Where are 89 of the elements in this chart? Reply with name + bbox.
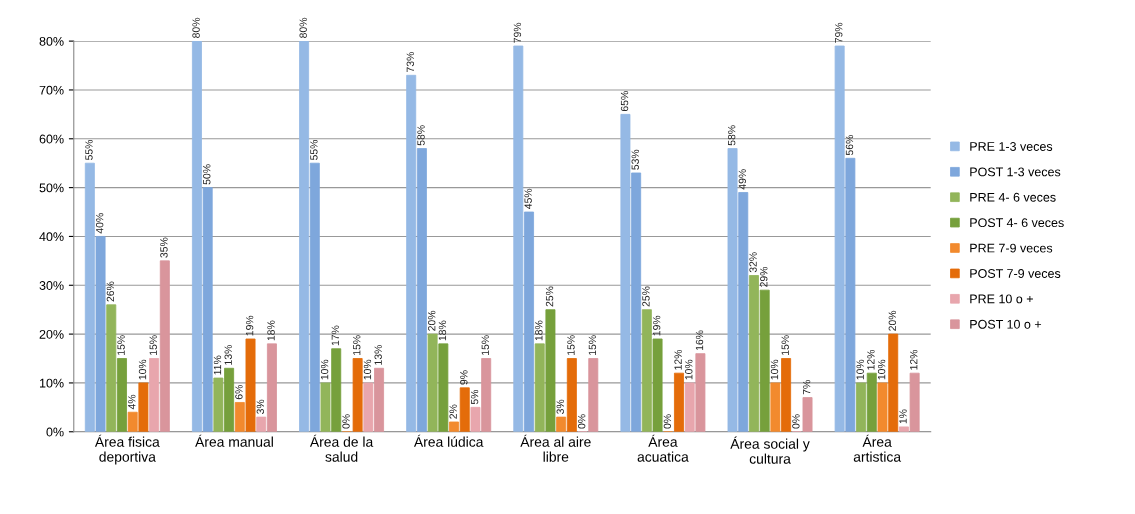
data-label: 15%	[353, 335, 361, 355]
data-label: 32%	[749, 252, 757, 273]
x-tick-label: Área fisica deportiva	[94, 434, 160, 465]
x-tick-label: Área manual	[195, 434, 273, 447]
y-tick-label: 30%	[39, 281, 64, 290]
x-tick-label: Área acuatica	[637, 434, 689, 462]
data-label: 73%	[406, 52, 414, 72]
data-label: 35%	[160, 237, 168, 258]
data-label: 10%	[320, 359, 329, 380]
x-tick-label: Área social y cultura	[730, 436, 810, 464]
data-label: 13%	[374, 345, 382, 365]
y-tick-label: 40%	[39, 232, 64, 242]
y-tick-label: 60%	[39, 134, 64, 144]
legend-label: PRE 10 o +	[970, 294, 1033, 304]
data-label: 9%	[460, 370, 468, 385]
data-label: 12%	[910, 349, 918, 370]
data-label: 10%	[856, 359, 864, 380]
data-label: 19%	[245, 315, 254, 336]
data-label: 5%	[470, 389, 479, 405]
y-tick-label: 50%	[39, 183, 64, 193]
data-label: 40%	[95, 213, 104, 234]
data-label: 20%	[888, 310, 897, 331]
data-label: 65%	[620, 91, 629, 112]
data-label: 3%	[256, 399, 265, 414]
data-label: 0%	[792, 414, 800, 429]
data-label: 4%	[128, 394, 136, 410]
data-label: 55%	[310, 139, 318, 160]
x-tick-label: Área lúdica	[413, 434, 484, 447]
data-label: 18%	[267, 320, 275, 341]
data-label: 18%	[438, 320, 447, 341]
data-label: 80%	[299, 17, 307, 38]
data-label: 15%	[588, 335, 597, 355]
data-label: 53%	[631, 149, 639, 170]
legend-label: POST 10 o +	[970, 319, 1042, 329]
data-label: 15%	[567, 335, 575, 355]
data-label: 10%	[877, 359, 886, 380]
data-label: 6%	[235, 385, 243, 400]
x-tick-label: Área al aire libre	[520, 434, 591, 462]
data-label: 15%	[149, 335, 157, 355]
data-label: 2%	[449, 404, 457, 419]
legend-label: POST 1-3 veces	[970, 167, 1061, 177]
data-label: 12%	[867, 349, 875, 370]
legend-label: POST 7-9 veces	[970, 269, 1061, 278]
data-label: 58%	[417, 125, 425, 146]
legend-label: PRE 1-3 veces	[970, 142, 1053, 151]
y-tick-label: 80%	[39, 36, 64, 46]
legend-label: POST 4- 6 veces	[970, 218, 1064, 228]
data-label: 12%	[674, 349, 682, 370]
data-label: 26%	[106, 281, 115, 302]
data-label: 79%	[835, 22, 843, 43]
data-label: 7%	[802, 380, 811, 395]
data-label: 19%	[652, 315, 661, 336]
x-tick-label: Área de la salud	[309, 434, 374, 462]
data-label: 13%	[224, 345, 232, 365]
data-label: 25%	[642, 286, 650, 307]
data-label: 10%	[770, 359, 779, 380]
data-label: 50%	[203, 164, 211, 185]
data-label: 80%	[192, 17, 200, 38]
data-label: 15%	[781, 335, 789, 355]
y-tick-label: 0%	[46, 427, 64, 437]
data-label: 0%	[342, 414, 350, 429]
data-label: 11%	[213, 355, 222, 375]
data-label: 16%	[695, 330, 704, 351]
y-tick-label: 20%	[39, 329, 64, 339]
data-label: 79%	[513, 22, 522, 43]
data-label: 56%	[845, 135, 854, 156]
data-label: 0%	[663, 414, 672, 429]
data-label: 10%	[363, 359, 372, 380]
data-label: 3%	[556, 399, 564, 414]
data-label: 15%	[117, 335, 125, 355]
legend-label: PRE 7-9 veces	[970, 243, 1053, 253]
data-label: 17%	[331, 325, 339, 346]
data-label: 25%	[545, 286, 554, 307]
data-label: 55%	[85, 139, 93, 160]
data-label: 10%	[138, 359, 147, 380]
data-label: 0%	[577, 414, 586, 429]
y-tick-label: 70%	[39, 85, 64, 95]
data-label: 18%	[535, 320, 543, 341]
data-label: 45%	[524, 188, 532, 210]
data-label: 29%	[760, 266, 768, 287]
y-tick-label: 10%	[39, 378, 64, 388]
legend-label: PRE 4- 6 veces	[970, 192, 1056, 202]
data-label: 58%	[727, 125, 736, 146]
data-label: 10%	[685, 359, 693, 380]
data-label: 1%	[899, 409, 907, 424]
data-label: 15%	[481, 335, 489, 355]
data-label: 49%	[738, 169, 747, 190]
data-label: 20%	[428, 310, 436, 331]
x-tick-label: Área artistica	[853, 434, 902, 462]
